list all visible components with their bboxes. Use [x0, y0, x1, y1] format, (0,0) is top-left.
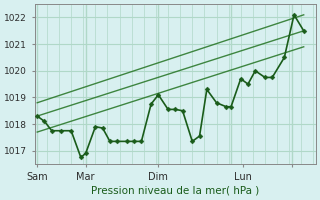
- X-axis label: Pression niveau de la mer( hPa ): Pression niveau de la mer( hPa ): [91, 186, 260, 196]
